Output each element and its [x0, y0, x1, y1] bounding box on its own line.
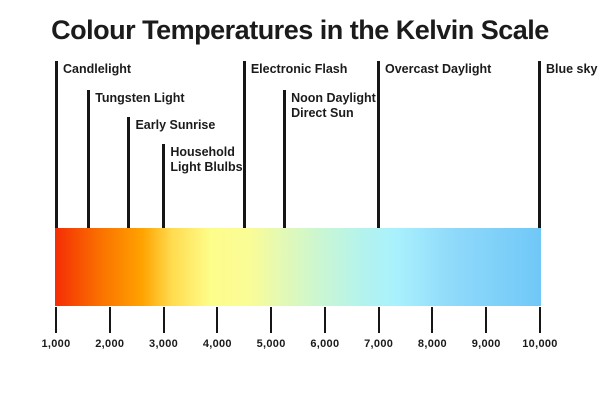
- chart-title: Colour Temperatures in the Kelvin Scale: [51, 15, 549, 45]
- marker-label: Noon Daylight Direct Sun: [291, 91, 376, 120]
- axis-tick-label: 7,000: [364, 338, 394, 350]
- marker-label: Overcast Daylight: [385, 62, 492, 76]
- axis-tick: [323, 307, 326, 333]
- marker-label: Tungsten Light: [95, 91, 185, 105]
- axis-tick-label: 1,000: [41, 338, 71, 350]
- marker-line: [538, 61, 541, 228]
- marker-label: Electronic Flash: [250, 62, 348, 76]
- axis-tick: [270, 307, 273, 333]
- temperature-gradient-bar: [55, 228, 541, 306]
- marker-line: [283, 90, 287, 228]
- axis-tick: [216, 307, 219, 333]
- axis-tick-label: 8,000: [417, 338, 447, 350]
- marker-line: [55, 61, 58, 228]
- marker-label: Early Sunrise: [135, 118, 216, 132]
- marker-line: [377, 61, 380, 228]
- axis-tick-label: 3,000: [149, 338, 179, 350]
- axis-tick: [431, 307, 434, 333]
- axis-tick: [55, 307, 57, 333]
- axis-tick-label: 4,000: [202, 338, 232, 350]
- marker-line: [127, 117, 131, 228]
- axis-tick: [162, 307, 165, 333]
- marker-label: Candlelight: [63, 62, 132, 76]
- marker-label: Blue sky: [546, 62, 598, 76]
- axis-tick: [108, 307, 111, 333]
- axis-tick: [539, 307, 541, 333]
- axis-tick-label: 5,000: [256, 338, 286, 350]
- marker-line: [242, 61, 246, 228]
- marker-line: [87, 90, 91, 228]
- axis-tick-label: 6,000: [310, 338, 340, 350]
- axis-tick-label: 10,000: [522, 338, 558, 350]
- axis-tick: [485, 307, 488, 333]
- marker-line: [162, 144, 166, 228]
- axis-tick-label: 9,000: [471, 338, 501, 350]
- axis-tick: [377, 307, 380, 333]
- axis-tick-label: 2,000: [95, 338, 125, 350]
- marker-label: Household Light Blulbs: [170, 145, 243, 174]
